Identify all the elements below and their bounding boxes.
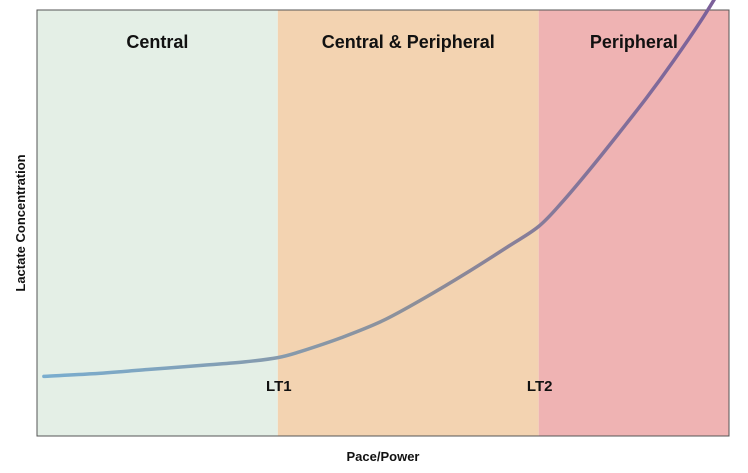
- zones-layer: [37, 10, 729, 436]
- zone-label-central: Central: [126, 32, 188, 52]
- marker-label-lt2: LT2: [527, 378, 553, 395]
- marker-label-lt1: LT1: [266, 378, 292, 395]
- x-axis-label: Pace/Power: [347, 449, 420, 464]
- plot-border: [36, 9, 730, 437]
- zone-central: [37, 10, 278, 436]
- zone-central-and-peripheral: [277, 10, 539, 436]
- series-line: [42, 0, 717, 379]
- marker-labels-layer: LT1 LT2: [266, 378, 552, 395]
- y-axis-label: Lactate Concentration: [13, 154, 28, 291]
- zone-peripheral: [538, 10, 729, 436]
- zone-label-peripheral: Peripheral: [590, 32, 678, 52]
- zone-labels-layer: Central Central & Peripheral Peripheral: [126, 32, 677, 52]
- zone-label-central-and-peripheral: Central & Peripheral: [322, 32, 495, 52]
